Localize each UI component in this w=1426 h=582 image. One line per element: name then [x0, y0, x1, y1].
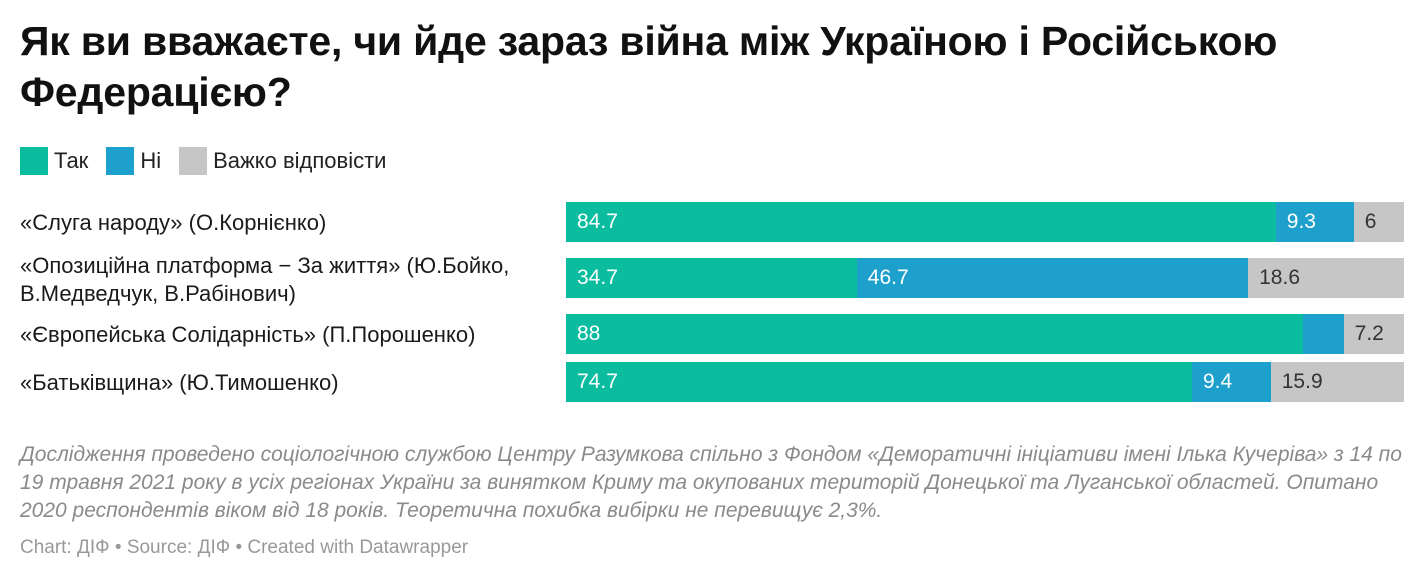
bar-segment-yes: 74.7 — [566, 362, 1192, 402]
bar-segment-no — [1303, 314, 1344, 354]
bar-row: 84.7 9.3 6 — [566, 202, 1404, 242]
legend-item-yes: Так — [20, 147, 88, 175]
legend-label-no: Ні — [140, 148, 162, 173]
bar-segment-hard: 6 — [1353, 202, 1404, 242]
data-label-hard: 18.6 — [1259, 266, 1300, 289]
legend-item-no: Ні — [106, 147, 161, 175]
row-label: «Батьківщина» (Ю.Тимошенко) — [20, 370, 339, 395]
bar-segment-hard: 7.2 — [1343, 314, 1404, 354]
data-label-yes: 84.7 — [577, 210, 618, 233]
row-label: «Слуга народу» (О.Корнієнко) — [20, 210, 327, 235]
legend-swatch-no — [106, 147, 135, 175]
bar-segment-no: 9.3 — [1275, 202, 1354, 242]
legend: Так Ні Важко відповісти — [20, 147, 404, 175]
bar-row: 34.7 46.7 18.6 — [566, 258, 1404, 298]
bar-segment-yes: 34.7 — [566, 258, 857, 298]
data-label-yes: 34.7 — [577, 266, 618, 289]
data-label-yes: 74.7 — [577, 370, 618, 393]
legend-swatch-hard — [179, 147, 208, 175]
data-label-yes: 88 — [577, 322, 601, 345]
data-label-hard: 7.2 — [1354, 322, 1384, 345]
bar-segment-hard: 18.6 — [1248, 258, 1404, 298]
data-label-hard: 6 — [1364, 210, 1377, 233]
data-label-no: 46.7 — [867, 266, 909, 289]
data-label-no: 9.3 — [1286, 210, 1316, 233]
row-label: «Опозиційна платформа − За життя» (Ю.Бой… — [20, 253, 510, 306]
legend-item-hard: Важко відповісти — [179, 147, 386, 175]
legend-swatch-yes — [20, 147, 48, 175]
bar-segment-yes: 88 — [566, 314, 1304, 354]
bar-row: 74.7 9.4 15.9 — [566, 362, 1404, 402]
chart-credits: Chart: ДІФ • Source: ДІФ • Created with … — [20, 537, 469, 558]
bar-segment-no: 46.7 — [856, 258, 1249, 298]
legend-label-hard: Важко відповісти — [213, 148, 387, 173]
legend-label-yes: Так — [54, 148, 89, 173]
data-label-no: 9.4 — [1202, 370, 1233, 393]
bar-segment-hard: 15.9 — [1270, 362, 1404, 402]
row-label: «Європейська Солідарність» (П.Порошенко) — [20, 322, 476, 347]
bar-segment-yes: 84.7 — [566, 202, 1276, 242]
bar-row: 88 7.2 — [566, 314, 1404, 354]
bar-segment-no: 9.4 — [1191, 362, 1271, 402]
chart-title: Як ви вважаєте, чи йде зараз війна між У… — [20, 18, 1278, 115]
data-label-hard: 15.9 — [1281, 370, 1323, 393]
chart-note: Дослідження проведено соціологічною служ… — [20, 443, 1402, 522]
